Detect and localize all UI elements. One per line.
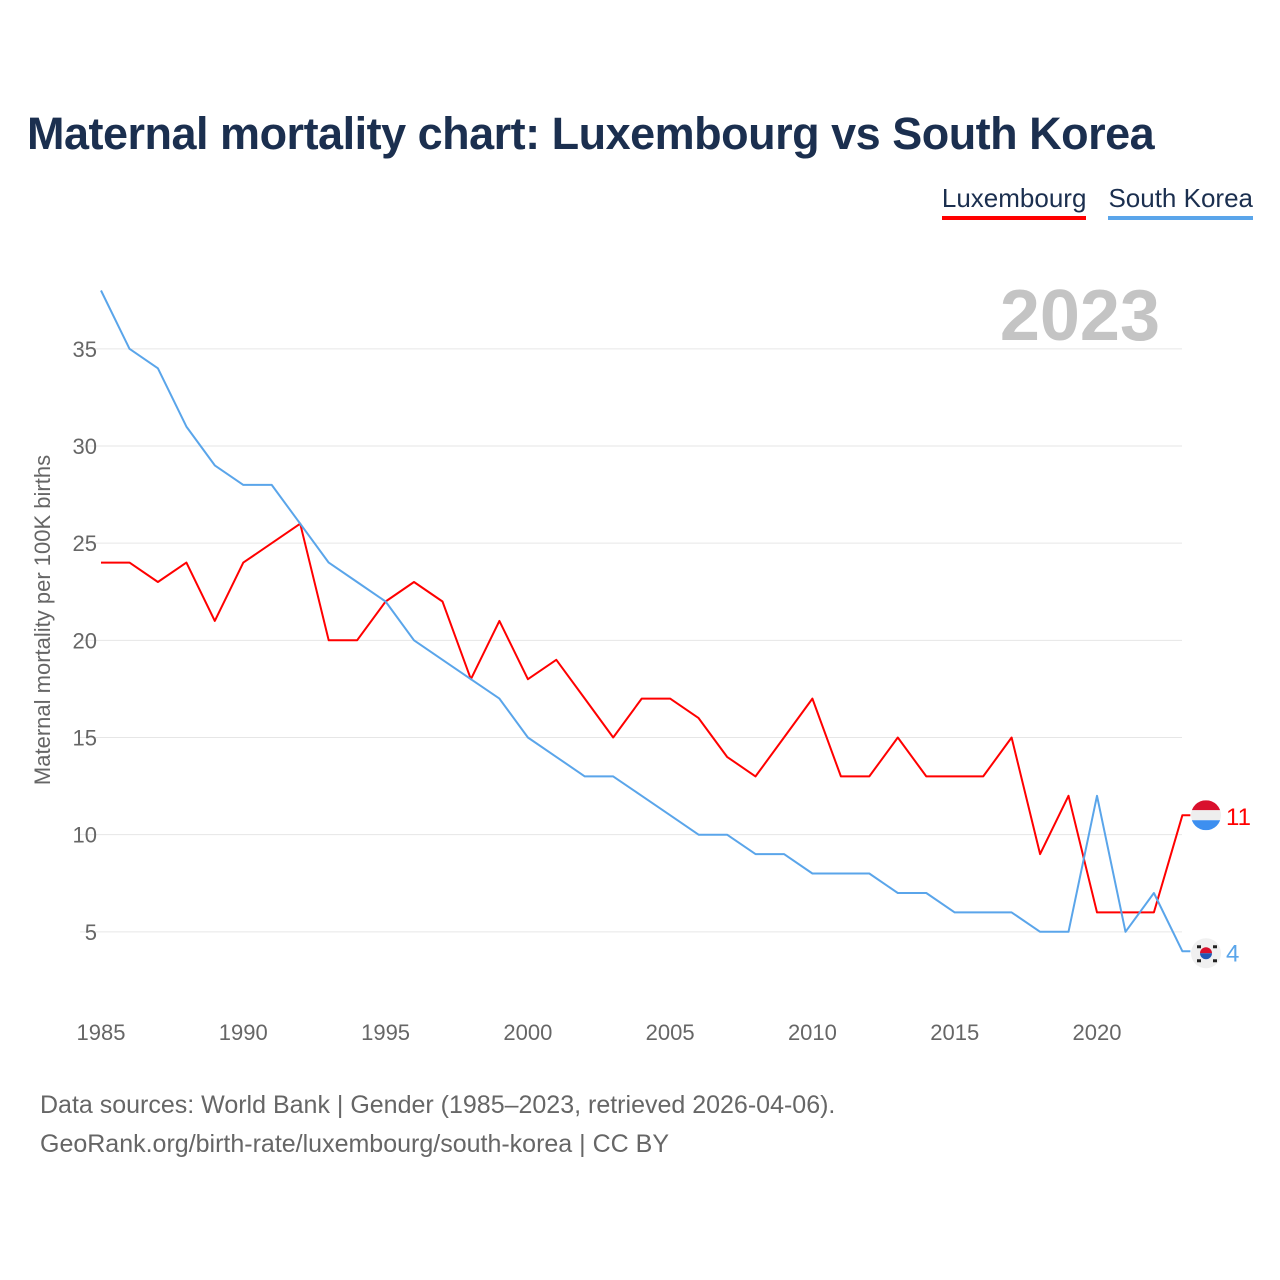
x-tick-label: 1990 xyxy=(219,1020,268,1045)
y-tick-label: 30 xyxy=(73,434,97,459)
source-url[interactable]: GeoRank.org/birth-rate/luxembourg/south-… xyxy=(40,1130,670,1158)
x-tick-label: 2020 xyxy=(1073,1020,1122,1045)
y-tick-label: 10 xyxy=(73,823,97,848)
flag-trigram xyxy=(1197,959,1201,963)
y-tick-label: 25 xyxy=(73,531,97,556)
x-tick-label: 1985 xyxy=(77,1020,126,1045)
south-korea-flag-icon xyxy=(1191,938,1221,969)
y-tick-label: 20 xyxy=(73,628,97,653)
legend-item-luxembourg[interactable]: Luxembourg xyxy=(941,183,1087,220)
x-tick-label: 2005 xyxy=(646,1020,695,1045)
x-tick-label: 2015 xyxy=(930,1020,979,1045)
legend-item-south-korea[interactable]: South Korea xyxy=(1108,183,1253,220)
y-tick-label: 5 xyxy=(85,920,97,945)
x-tick-label: 1995 xyxy=(361,1020,410,1045)
flag-blue xyxy=(1200,953,1212,960)
year-watermark: 2023 xyxy=(1000,276,1160,356)
x-tick-label: 2010 xyxy=(788,1020,837,1045)
series-line-south-korea xyxy=(100,290,1191,953)
flag-trigram xyxy=(1213,959,1217,963)
y-tick-label: 35 xyxy=(73,337,97,362)
chart-title: Maternal mortality chart: Luxembourg vs … xyxy=(27,108,1155,159)
y-axis-label: Maternal mortality per 100K births xyxy=(30,455,55,785)
series-line-luxembourg xyxy=(101,522,1191,914)
legend: Luxembourg South Korea xyxy=(941,183,1253,220)
footer: Data sources: World Bank | Gender (1985–… xyxy=(40,1086,835,1164)
end-value-label: 11 xyxy=(1226,804,1251,831)
x-tick-label: 2000 xyxy=(503,1020,552,1045)
flag-stripe xyxy=(1191,810,1221,821)
flag-stripe xyxy=(1191,820,1221,831)
y-tick-label: 15 xyxy=(73,726,97,751)
flag-red xyxy=(1200,947,1212,954)
flag-stripe xyxy=(1191,800,1221,811)
end-value-label: 4 xyxy=(1226,940,1239,967)
flag-trigram xyxy=(1197,945,1201,949)
luxembourg-flag-icon xyxy=(1191,800,1221,831)
flag-trigram xyxy=(1213,945,1217,949)
data-source-note: Data sources: World Bank | Gender (1985–… xyxy=(40,1091,836,1119)
